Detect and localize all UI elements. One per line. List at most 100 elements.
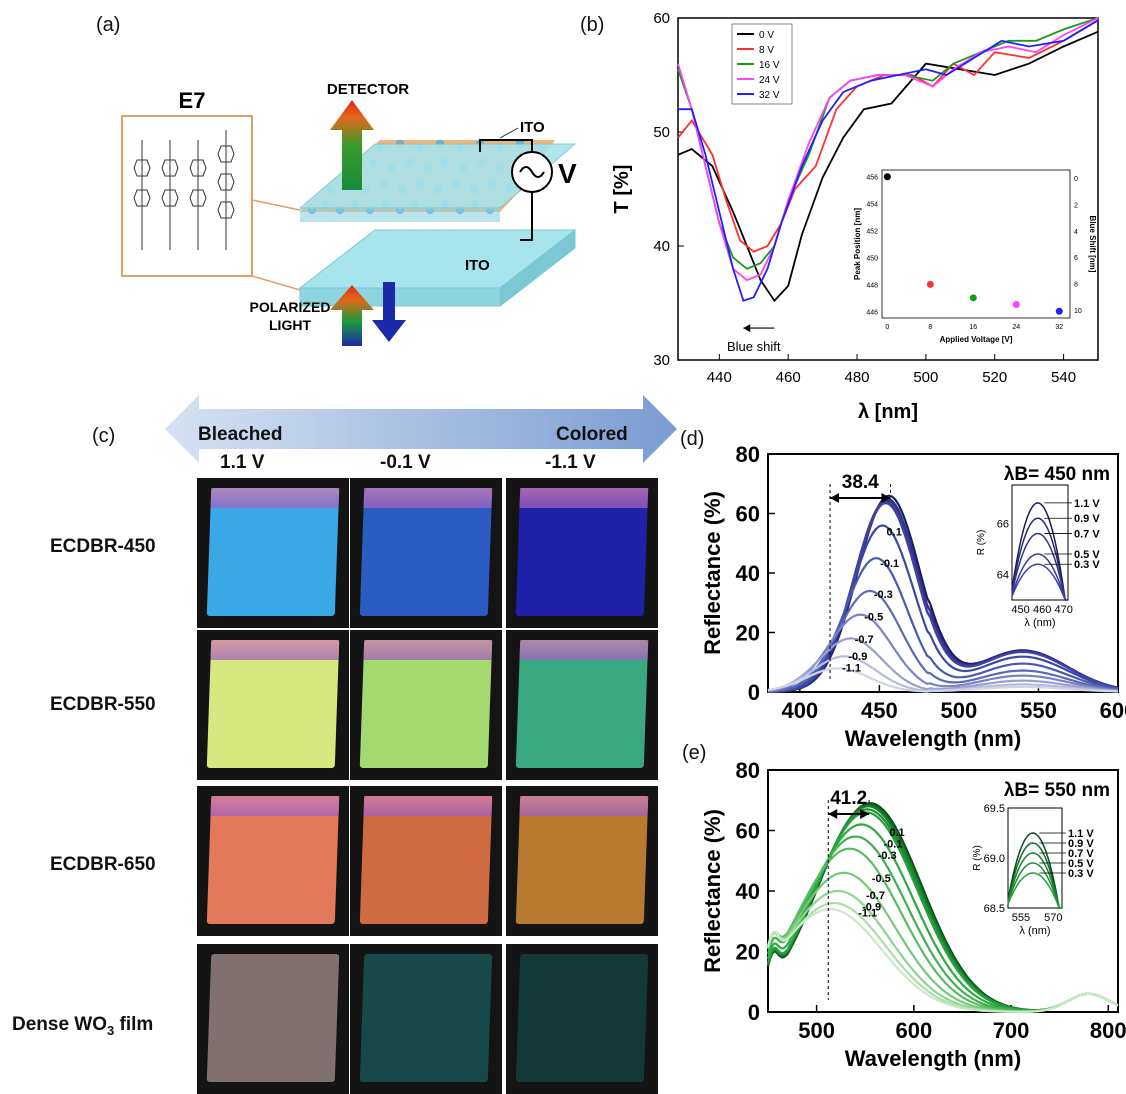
inset-x-axis-label: Applied Voltage [V] (940, 335, 1013, 344)
sample-photo (197, 630, 349, 780)
curve-label: 0.1 (889, 827, 904, 839)
x-tick-label: 440 (707, 369, 732, 386)
x-tick-label: 500 (941, 698, 978, 723)
sample-film (206, 796, 340, 924)
inset-y2-tick-label: 10 (1074, 308, 1082, 315)
curve-label: -0.9 (848, 651, 867, 663)
molecule-label: E7 (179, 88, 206, 113)
sample-photo (350, 786, 502, 936)
x-tick-label: 700 (993, 1018, 1030, 1043)
curve-label: -0.3 (874, 589, 893, 601)
inset-y-axis-label: R (%) (976, 530, 987, 556)
sample-film (206, 488, 340, 616)
y-axis-label: Reflectance (%) (700, 491, 725, 655)
chart-d: 400 450 500 550 600 0 20 40 60 80 Wavelength (nm) R… (700, 442, 1126, 751)
inset-series-label: 0.5 V (1074, 549, 1100, 561)
panel-label-c: (c) (92, 425, 116, 447)
inset-x-tick-label: 24 (1012, 324, 1020, 331)
legend-label: 16 V (759, 60, 780, 71)
film-edge-band (210, 796, 340, 816)
curve-label: -0.7 (855, 634, 874, 646)
x-tick-label: 600 (1100, 698, 1126, 723)
sample-film (515, 796, 649, 924)
bandwidth-label: 41.2 (830, 788, 867, 809)
reflectance-curve (767, 667, 1119, 693)
inset-x-tick-label: 470 (1055, 604, 1073, 616)
y-tick-label: 40 (653, 238, 670, 255)
ito-bottom-label: ITO (465, 257, 490, 274)
inset-curve (1011, 517, 1068, 601)
y-axis-label: Reflectance (%) (700, 809, 725, 973)
y-tick-label: 0 (748, 680, 760, 705)
x-tick-label: 400 (781, 698, 818, 723)
inset-x-tick-label: 32 (1055, 324, 1063, 331)
film-edge-band (210, 488, 340, 508)
x-tick-label: 500 (798, 1018, 835, 1043)
x-tick-label: 800 (1090, 1018, 1126, 1043)
polarized-light-label-2: LIGHT (269, 317, 311, 333)
x-axis-label: λ [nm] (858, 401, 918, 423)
inset-curve (1011, 532, 1068, 601)
sample-film (359, 488, 493, 616)
row-label-dense-wo3: Dense WO3 film (12, 1014, 154, 1038)
film-edge-band (519, 488, 649, 508)
inset-y2-tick-label: 6 (1074, 255, 1078, 262)
inset-x-tick-label: 16 (969, 324, 977, 331)
legend-label: 24 V (759, 75, 780, 86)
sample-photo (197, 944, 349, 1094)
curve-label: -0.1 (880, 558, 899, 570)
inset-series-label: 0.7 V (1068, 848, 1094, 860)
inset-curve (1007, 842, 1062, 909)
reflectance-curve (767, 524, 1119, 693)
molecule-structures (133, 130, 235, 250)
sample-photo (197, 786, 349, 936)
row-label-ecdbr-450: ECDBR-450 (50, 536, 156, 557)
inset-y-tick-label: 66 (997, 518, 1009, 530)
bandwidth-label: 38.4 (842, 472, 879, 493)
curve-label: -0.5 (864, 612, 883, 624)
curve-label: -0.7 (866, 890, 885, 902)
series-line-24v (677, 17, 1099, 282)
x-tick-label: 520 (982, 369, 1007, 386)
inset-y-tick-label: 452 (866, 229, 878, 236)
curve-label: -1.1 (842, 662, 861, 674)
reflected-light-arrow (372, 282, 406, 342)
y-tick-label: 30 (653, 352, 670, 369)
voltage-source (479, 139, 553, 241)
inset-y2-axis-label: Blue Shift [nm] (1088, 216, 1097, 273)
x-tick-label: 450 (861, 698, 898, 723)
detector-label: DETECTOR (327, 81, 409, 98)
sample-photo (350, 478, 502, 628)
bleached-colored-arrow (165, 395, 677, 463)
inset-y2-tick-label: 4 (1074, 229, 1078, 236)
polarized-light-label-1: POLARIZED (250, 299, 331, 315)
series-line-0v (677, 30, 1099, 303)
inset-curve (1011, 563, 1068, 601)
bragg-wavelength-label: λB= 550 nm (1004, 780, 1110, 801)
inset-x-tick-label: 0 (885, 324, 889, 331)
inset-series-label: 1.1 V (1068, 828, 1094, 840)
inset-curve (1011, 553, 1068, 601)
film-edge-band (519, 640, 649, 660)
curve-label: -1.1 (858, 907, 877, 919)
sample-photo (350, 944, 502, 1094)
reflectance-curve (766, 889, 1119, 1013)
sample-film (515, 488, 649, 616)
inset-x-tick-label: 460 (1033, 604, 1051, 616)
inset-series-label: 0.3 V (1068, 868, 1094, 880)
chart-e: 500 600 700 800 0 20 40 60 80 Wavelength (nm) Refl… (700, 758, 1126, 1071)
bandwidth-arrowhead-right (881, 493, 891, 503)
inset-y2-tick-label: 8 (1074, 282, 1078, 289)
panel-label-b: (b) (580, 14, 605, 36)
y-tick-label: 50 (653, 124, 670, 141)
x-tick-label: 500 (913, 369, 938, 386)
row-label-ecdbr-650: ECDBR-650 (50, 854, 156, 875)
inset-y-tick-label: 448 (866, 282, 878, 289)
sample-photo (197, 478, 349, 628)
inset-x-tick-label: 570 (1044, 912, 1062, 924)
y-axis-label: T [%] (611, 165, 633, 214)
curve-label: -0.3 (878, 850, 897, 862)
blue-shift-arrowhead (743, 324, 751, 333)
sample-photo (506, 630, 658, 780)
inset-point (1055, 307, 1063, 315)
